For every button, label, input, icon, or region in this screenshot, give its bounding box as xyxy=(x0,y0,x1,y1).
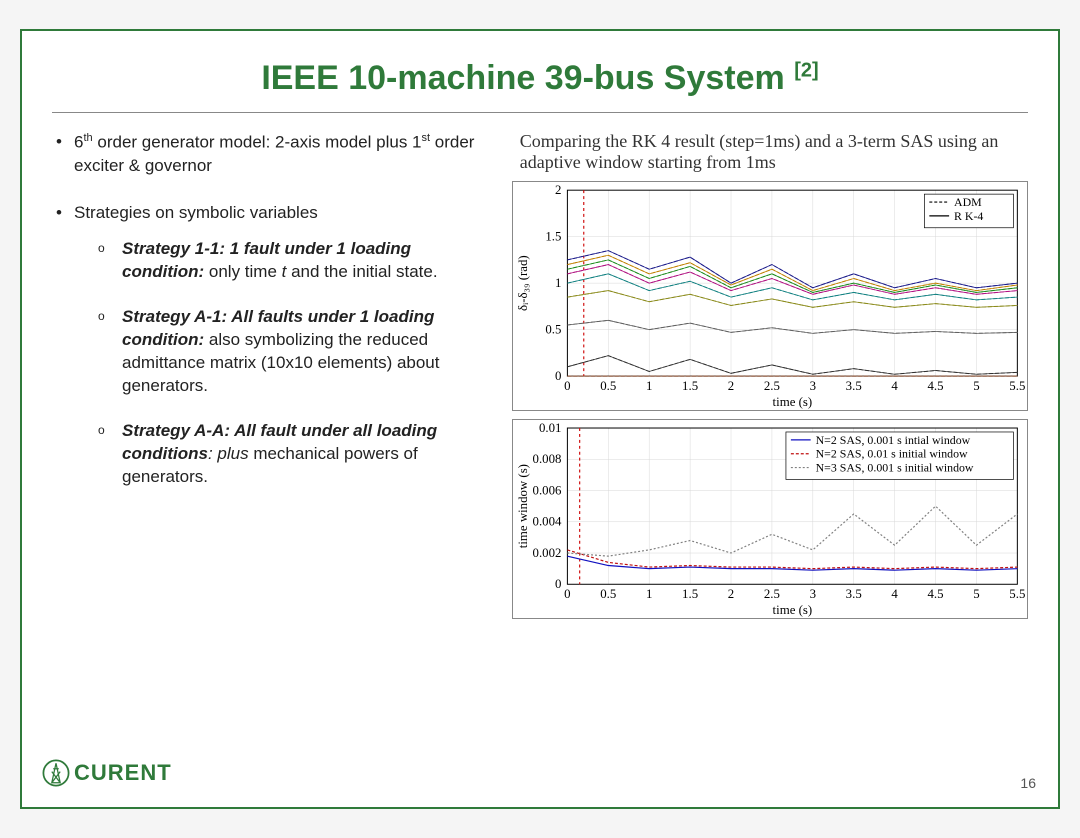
sub-3: Strategy A-A: All fault under all loadin… xyxy=(96,420,492,489)
sub-1: Strategy 1-1: 1 fault under 1 loading co… xyxy=(96,238,492,284)
svg-text:2: 2 xyxy=(728,587,734,601)
svg-text:0.01: 0.01 xyxy=(539,421,561,435)
text: Strategies on symbolic variables xyxy=(74,203,318,222)
title-text: IEEE 10-machine 39-bus System xyxy=(261,59,784,97)
text: order generator model: 2-axis model plus… xyxy=(93,133,422,152)
chart-timewindow: 0 0.5 1 1.5 2 2.5 3 3.5 4 4.5 5 5.5 0 0.002 0.004 0.006… xyxy=(512,419,1028,619)
svg-text:1: 1 xyxy=(646,379,652,393)
svg-text:ADM: ADM xyxy=(954,195,982,209)
title-ref: [2] xyxy=(794,60,818,82)
svg-text:0: 0 xyxy=(564,587,570,601)
svg-text:0.5: 0.5 xyxy=(600,587,616,601)
svg-text:3.5: 3.5 xyxy=(845,587,861,601)
svg-text:1: 1 xyxy=(555,276,561,290)
svg-text:0: 0 xyxy=(555,577,561,591)
svg-text:4.5: 4.5 xyxy=(927,379,943,393)
svg-text:3: 3 xyxy=(809,379,815,393)
svg-text:0.008: 0.008 xyxy=(532,452,561,466)
svg-text:R K-4: R K-4 xyxy=(954,209,983,223)
chart-delta: 0 0.5 1 1.5 2 2.5 3 3.5 4 4.5 5 5.5 0 0.5 1 1.5 2 time (s… xyxy=(512,181,1028,411)
svg-text:0.5: 0.5 xyxy=(545,323,561,337)
svg-text:N=2 SAS, 0.01 s initial window: N=2 SAS, 0.01 s initial window xyxy=(815,447,967,461)
sub-2: Strategy A-1: All faults under 1 loading… xyxy=(96,306,492,398)
svg-text:3.5: 3.5 xyxy=(845,379,861,393)
logo-text: CURENT xyxy=(74,760,172,786)
svg-text:0: 0 xyxy=(555,369,561,383)
content-area: 6th order generator model: 2-axis model … xyxy=(52,131,1028,627)
svg-text:2: 2 xyxy=(555,183,561,197)
svg-text:0: 0 xyxy=(564,379,570,393)
sup: st xyxy=(422,132,431,144)
left-column: 6th order generator model: 2-axis model … xyxy=(52,131,492,627)
svg-text:5.5: 5.5 xyxy=(1009,587,1025,601)
svg-text:2: 2 xyxy=(728,379,734,393)
svg-text:1: 1 xyxy=(646,587,652,601)
svg-text:0.5: 0.5 xyxy=(600,379,616,393)
svg-text:1.5: 1.5 xyxy=(545,230,561,244)
svg-text:0.004: 0.004 xyxy=(532,515,561,529)
svg-text:5.5: 5.5 xyxy=(1009,379,1025,393)
sup: th xyxy=(83,132,92,144)
slide: IEEE 10-machine 39-bus System [2] 6th or… xyxy=(20,29,1060,809)
svg-text:time (s): time (s) xyxy=(772,395,812,409)
svg-text:4: 4 xyxy=(891,587,898,601)
svg-text:time (s): time (s) xyxy=(772,603,812,617)
svg-text:δᵢ-δ₃₉ (rad): δᵢ-δ₃₉ (rad) xyxy=(516,255,530,311)
svg-text:0.006: 0.006 xyxy=(532,483,561,497)
svg-text:5: 5 xyxy=(973,379,979,393)
tower-icon xyxy=(42,759,70,787)
svg-text:5: 5 xyxy=(973,587,979,601)
svg-text:2.5: 2.5 xyxy=(764,587,780,601)
logo: CURENT xyxy=(42,759,172,787)
svg-text:4.5: 4.5 xyxy=(927,587,943,601)
text: : plus xyxy=(208,444,249,463)
bullet-2: Strategies on symbolic variables Strateg… xyxy=(52,202,492,489)
svg-text:time window (s): time window (s) xyxy=(516,464,530,548)
text: and the initial state. xyxy=(286,262,437,281)
slide-title: IEEE 10-machine 39-bus System [2] xyxy=(52,59,1028,113)
svg-text:N=2 SAS, 0.001 s intial window: N=2 SAS, 0.001 s intial window xyxy=(815,433,970,447)
svg-text:2.5: 2.5 xyxy=(764,379,780,393)
svg-text:0.002: 0.002 xyxy=(532,546,561,560)
svg-text:4: 4 xyxy=(891,379,898,393)
text: only time xyxy=(204,262,281,281)
svg-text:1.5: 1.5 xyxy=(682,587,698,601)
svg-text:N=3 SAS, 0.001 s initial windo: N=3 SAS, 0.001 s initial window xyxy=(815,461,973,475)
chart-caption: Comparing the RK 4 result (step=1ms) and… xyxy=(512,131,1028,173)
bullet-1: 6th order generator model: 2-axis model … xyxy=(52,131,492,178)
svg-text:1.5: 1.5 xyxy=(682,379,698,393)
right-column: Comparing the RK 4 result (step=1ms) and… xyxy=(512,131,1028,627)
page-number: 16 xyxy=(1020,775,1036,791)
svg-text:3: 3 xyxy=(809,587,815,601)
